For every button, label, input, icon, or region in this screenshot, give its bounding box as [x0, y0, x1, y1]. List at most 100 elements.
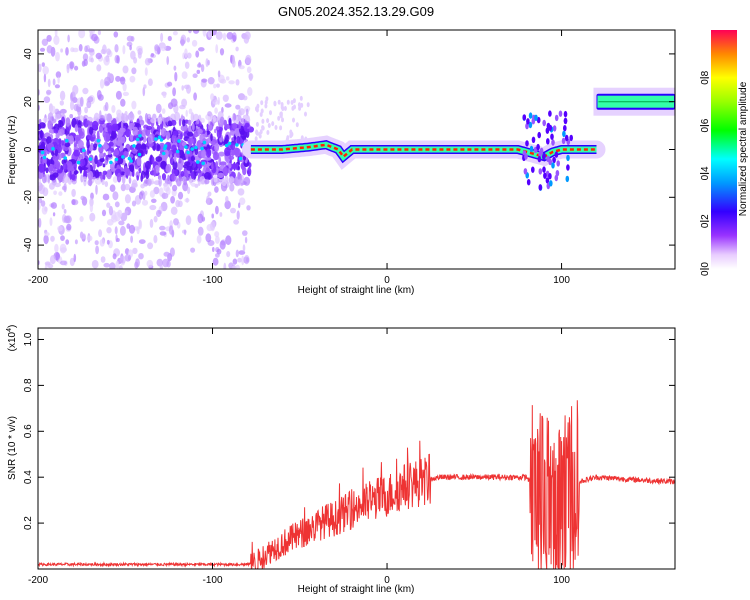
noise-dot [102, 143, 109, 150]
noise-dot [247, 167, 252, 177]
noise-dot [177, 139, 181, 143]
noise-dot [87, 134, 91, 141]
noise-dot [233, 114, 237, 121]
noise-dot [235, 46, 239, 52]
noise-dot [72, 85, 79, 95]
noise-dot [131, 165, 134, 173]
signal-blob [522, 114, 527, 121]
noise-dot [149, 218, 154, 228]
noise-dot [137, 152, 142, 157]
colorbar-tick-label: 0.6 [700, 118, 711, 132]
noise-dot [91, 120, 99, 130]
noise-dot [77, 127, 81, 134]
noise-dot [124, 183, 131, 191]
noise-dot [185, 109, 188, 117]
noise-dot [173, 218, 179, 226]
noise-dot [90, 142, 94, 149]
noise-dot [124, 194, 131, 204]
noise-dot [277, 99, 281, 105]
noise-dot [171, 134, 177, 144]
noise-dot [238, 202, 241, 209]
noise-dot [231, 163, 238, 170]
noise-dot [144, 67, 148, 76]
noise-dot [41, 38, 49, 46]
noise-dot [153, 215, 158, 223]
snr-scale-exponent: 4 [6, 328, 13, 332]
noise-dot [163, 149, 169, 159]
noise-dot [106, 227, 112, 234]
noise-dot [212, 247, 215, 252]
noise-dot [138, 253, 144, 260]
noise-dot [238, 109, 242, 119]
noise-dot [255, 130, 259, 135]
spectrogram-ylabel: Frequency (Hz) [7, 116, 18, 185]
noise-dot [38, 152, 41, 161]
noise-dot [215, 31, 223, 40]
noise-dot [238, 156, 243, 161]
signal-blob [562, 130, 566, 138]
noise-dot [137, 47, 143, 56]
noise-dot [95, 52, 103, 60]
noise-dot [181, 98, 188, 108]
noise-dot [63, 174, 69, 184]
noise-dot [210, 93, 215, 101]
noise-dot [173, 153, 177, 163]
snr-ylabel: SNR (10 * v/v) [7, 416, 18, 480]
noise-dot [129, 45, 132, 51]
noise-dot [46, 136, 52, 145]
noise-dot [150, 117, 157, 124]
noise-dot [136, 226, 140, 235]
noise-dot [102, 44, 107, 55]
noise-dot [207, 115, 211, 126]
noise-dot [91, 259, 99, 269]
noise-dot [230, 207, 236, 214]
noise-dot [100, 256, 106, 263]
spectrogram-xtick-label: -200 [28, 275, 48, 286]
noise-dot [122, 45, 126, 55]
noise-dot [235, 143, 239, 147]
noise-dot [228, 155, 235, 160]
noise-dot [102, 170, 108, 175]
noise-dot [233, 219, 240, 225]
noise-dot [78, 30, 86, 39]
noise-dot [116, 238, 120, 242]
noise-dot [229, 130, 235, 136]
noise-dot [205, 148, 212, 158]
noise-dot [127, 254, 131, 261]
noise-dot [196, 63, 202, 68]
noise-dot [99, 158, 105, 163]
noise-dot [132, 171, 135, 177]
noise-dot [202, 30, 207, 37]
noise-dot [237, 171, 241, 180]
noise-dot [94, 177, 102, 185]
noise-dot [102, 193, 110, 201]
noise-dot [181, 85, 184, 91]
noise-dot [95, 184, 98, 195]
noise-dot [50, 202, 58, 209]
noise-dot [54, 243, 59, 253]
noise-dot [108, 205, 113, 216]
noise-dot [199, 176, 206, 185]
noise-dot [187, 119, 192, 126]
noise-dot [132, 126, 139, 136]
noise-dot [191, 122, 195, 131]
noise-dot [99, 151, 104, 160]
noise-dot [102, 163, 106, 168]
noise-dot [226, 32, 234, 40]
noise-dot [225, 123, 229, 129]
noise-dot [104, 160, 108, 166]
colorbar-tick-label: 0.8 [700, 70, 711, 84]
svg-text:(x104): (x104) [6, 325, 18, 352]
noise-dot [200, 117, 205, 123]
noise-dot [195, 50, 200, 58]
noise-dot [135, 137, 140, 142]
noise-dot [237, 257, 243, 263]
noise-dot [66, 64, 71, 70]
signal-blob [551, 162, 555, 169]
noise-dot [94, 240, 99, 246]
noise-dot [111, 130, 117, 140]
noise-dot [228, 117, 232, 126]
noise-dot [46, 34, 52, 42]
noise-dot [132, 247, 138, 255]
snr-series [38, 400, 675, 569]
